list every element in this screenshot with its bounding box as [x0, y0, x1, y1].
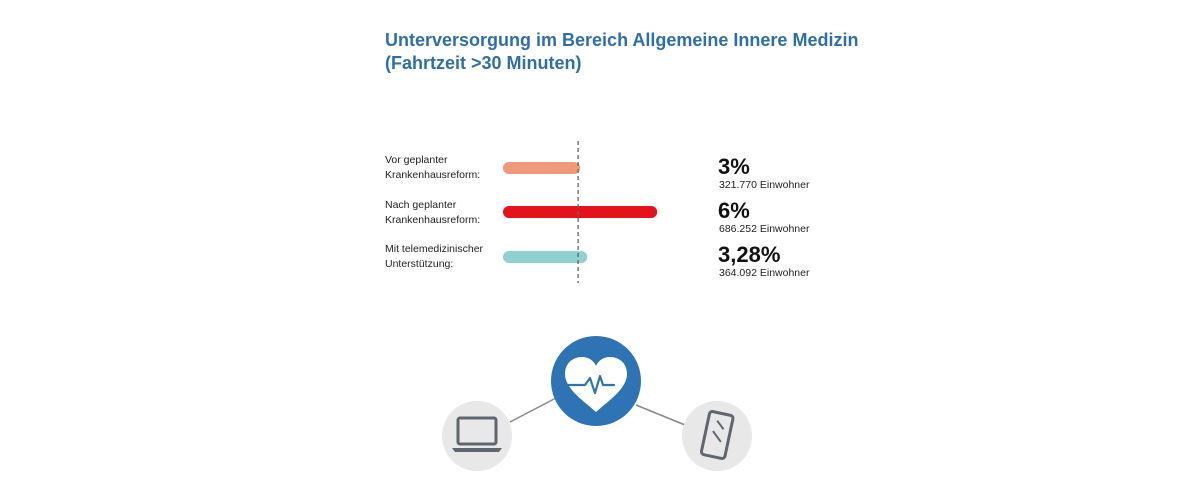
category-label-0: Vor geplanter Krankenhausreform:	[385, 153, 505, 183]
chart-title: Unterversorgung im Bereich Allgemeine In…	[385, 29, 905, 75]
population-label-1: 686.252 Einwohner	[719, 223, 810, 235]
category-label-1-line2: Krankenhausreform:	[385, 214, 481, 226]
population-label-0: 321.770 Einwohner	[719, 179, 810, 191]
category-label-0-line1: Vor geplanter	[385, 154, 448, 166]
value-label-1: 6%	[718, 198, 750, 223]
bar-chart: Vor geplanter Krankenhausreform: Nach ge…	[385, 141, 810, 283]
smartphone-icon	[682, 401, 752, 471]
laptop-icon	[442, 401, 512, 471]
heart-pulse-icon	[551, 336, 641, 426]
value-label-2: 3,28%	[718, 242, 781, 267]
category-label-1-line1: Nach geplanter	[385, 199, 457, 211]
connector-left	[509, 397, 557, 423]
population-label-2: 364.092 Einwohner	[719, 267, 810, 279]
telemedicine-illustration	[442, 336, 752, 471]
category-label-2-line2: Unterstützung:	[385, 258, 454, 270]
value-label-0: 3%	[718, 154, 750, 179]
connector-right	[635, 404, 686, 426]
chart-title-line1: Unterversorgung im Bereich Allgemeine In…	[385, 30, 859, 50]
category-label-2: Mit telemedizinischer Unterstützung:	[385, 242, 505, 272]
bar-2	[503, 251, 588, 263]
category-label-0-line2: Krankenhausreform:	[385, 169, 481, 181]
bar-0	[503, 162, 581, 174]
category-label-1: Nach geplanter Krankenhausreform:	[385, 198, 505, 228]
bar-1	[503, 206, 658, 218]
bars-svg	[503, 141, 658, 283]
chart-title-line2: (Fahrtzeit >30 Minuten)	[385, 53, 582, 73]
category-label-2-line1: Mit telemedizinischer	[385, 243, 484, 255]
